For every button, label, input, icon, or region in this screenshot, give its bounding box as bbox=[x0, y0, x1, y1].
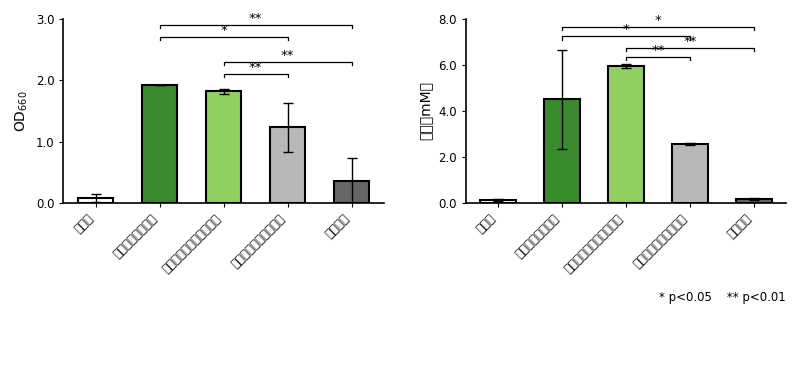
Bar bbox=[672, 144, 707, 203]
Bar bbox=[736, 199, 771, 203]
Text: *: * bbox=[220, 24, 227, 37]
Bar bbox=[78, 198, 114, 203]
Bar bbox=[544, 99, 579, 203]
Bar bbox=[270, 127, 306, 203]
Text: *: * bbox=[654, 14, 662, 27]
Bar bbox=[334, 181, 370, 203]
Text: **: ** bbox=[249, 12, 262, 25]
Y-axis label: OD$_{660}$: OD$_{660}$ bbox=[14, 90, 30, 132]
Text: **: ** bbox=[281, 49, 294, 62]
Text: **: ** bbox=[683, 35, 697, 48]
Text: * p<0.05    ** p<0.01: * p<0.05 ** p<0.01 bbox=[659, 291, 786, 304]
Text: **: ** bbox=[651, 44, 665, 57]
Bar bbox=[142, 85, 178, 203]
Text: **: ** bbox=[249, 61, 262, 74]
Text: *: * bbox=[622, 23, 630, 36]
Y-axis label: 酱酸（mM）: 酱酸（mM） bbox=[418, 81, 433, 140]
Bar bbox=[608, 66, 643, 203]
Bar bbox=[206, 91, 242, 203]
Bar bbox=[480, 200, 515, 203]
